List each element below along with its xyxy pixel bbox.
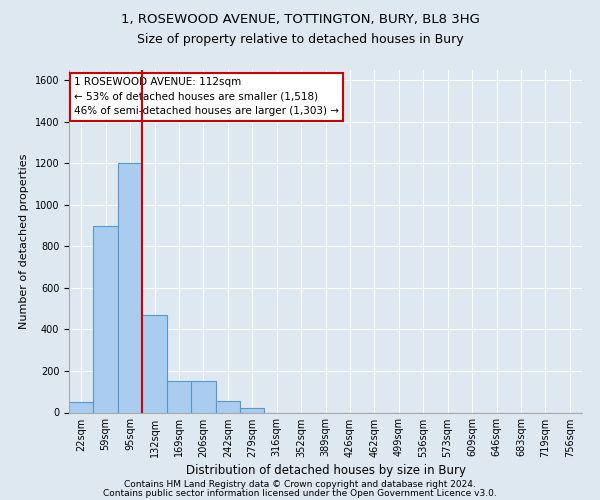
Bar [167, 382, 191, 412]
Bar [142, 315, 167, 412]
Bar [215, 401, 240, 412]
Text: 1, ROSEWOOD AVENUE, TOTTINGTON, BURY, BL8 3HG: 1, ROSEWOOD AVENUE, TOTTINGTON, BURY, BL… [121, 12, 479, 26]
Text: Contains HM Land Registry data © Crown copyright and database right 2024.: Contains HM Land Registry data © Crown c… [124, 480, 476, 489]
X-axis label: Distribution of detached houses by size in Bury: Distribution of detached houses by size … [185, 464, 466, 476]
Bar [240, 408, 265, 412]
Bar [118, 164, 142, 412]
Text: 1 ROSEWOOD AVENUE: 112sqm
← 53% of detached houses are smaller (1,518)
46% of se: 1 ROSEWOOD AVENUE: 112sqm ← 53% of detac… [74, 77, 339, 116]
Y-axis label: Number of detached properties: Number of detached properties [19, 154, 29, 329]
Bar [69, 402, 94, 412]
Text: Size of property relative to detached houses in Bury: Size of property relative to detached ho… [137, 32, 463, 46]
Bar [94, 226, 118, 412]
Text: Contains public sector information licensed under the Open Government Licence v3: Contains public sector information licen… [103, 488, 497, 498]
Bar [191, 382, 215, 412]
